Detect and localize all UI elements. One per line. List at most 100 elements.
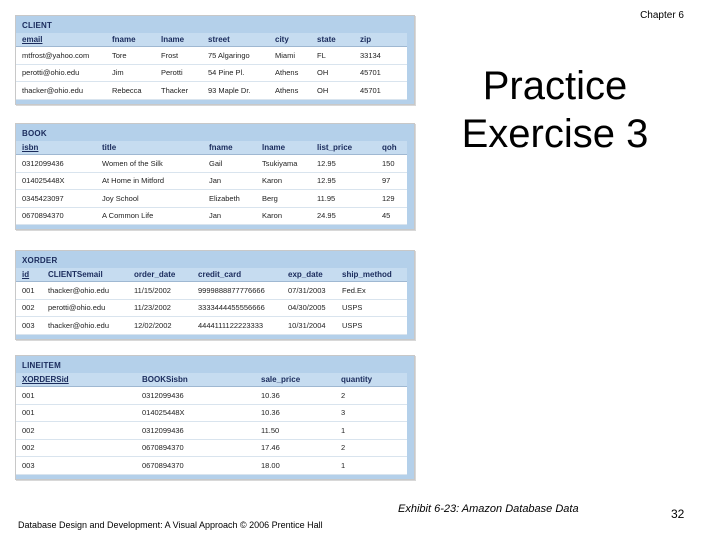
column-header: ship_method — [342, 270, 392, 279]
table-cell: 11/15/2002 — [134, 285, 171, 295]
table-row: 002 0312099436 11.50 1 — [16, 422, 407, 440]
column-header: state — [317, 35, 336, 44]
table-body: 0312099436 Women of the Silk Gail Tsukiyama… — [16, 155, 407, 225]
column-header: exp_date — [288, 270, 323, 279]
table-cell: Tore — [112, 50, 127, 60]
table-row: 0312099436 Women of the Silk Gail Tsukiyama… — [16, 155, 407, 173]
table-cell: 0312099436 — [142, 390, 184, 400]
column-header: quantity — [341, 375, 373, 384]
column-header: XORDERSid — [22, 375, 69, 384]
table-header: id CLIENTSemail order_date credit_card exp_d… — [16, 268, 407, 282]
table-cell: FL — [317, 50, 326, 60]
column-header: lname — [161, 35, 185, 44]
table-cell: Frost — [161, 50, 179, 60]
table-cell: 10.36 — [261, 390, 280, 400]
table-row: 001 014025448X 10.36 3 — [16, 405, 407, 422]
table-cell: mtfrost@yahoo.com — [22, 50, 90, 60]
table-cell: 45701 — [360, 68, 381, 78]
table-cell: 002 — [22, 303, 35, 313]
table-row: 014025448X At Home in Mitford Jan Karon 12.9… — [16, 173, 407, 190]
table-cell: USPS — [342, 303, 363, 313]
table-cell: Athens — [275, 68, 299, 78]
table-cell: Athens — [275, 85, 299, 95]
table-cell: 0312099436 — [22, 158, 64, 168]
column-header: street — [208, 35, 230, 44]
table-cell: Karon — [262, 176, 283, 186]
table-cell: perotti@ohio.edu — [22, 68, 80, 78]
table-cell: 10/31/2004 — [288, 320, 326, 330]
table-cell: Jim — [112, 68, 124, 78]
table-cell: 3 — [341, 408, 346, 418]
table-cell: 11.95 — [317, 193, 336, 203]
column-header: fname — [112, 35, 136, 44]
client-table: CLIENT email fname lname street city state zip… — [15, 15, 415, 105]
table-row: 002 0670894370 17.46 2 — [16, 440, 407, 457]
table-cell: 75 Algaringo — [208, 50, 250, 60]
table-cell: Joy School — [102, 193, 139, 203]
table-cell: Fed.Ex — [342, 285, 366, 295]
slide-title-line1: Practice — [482, 64, 628, 108]
table-cell: Jan — [209, 176, 222, 186]
table-cell: thacker@ohio.edu — [48, 285, 109, 295]
table-cell: 014025448X — [22, 176, 65, 186]
table-cell: 11/23/2002 — [134, 303, 171, 313]
table-cell: 9999888877776666 — [198, 285, 265, 295]
table-cell: Women of the Silk — [102, 158, 163, 168]
table-cell: At Home in Mitford — [102, 176, 165, 186]
table-row: perotti@ohio.edu Jim Perotti 54 Pine Pl. Ath… — [16, 65, 407, 82]
table-cell: 150 — [382, 158, 395, 168]
column-header: isbn — [22, 143, 39, 152]
slide-title-line2: Exercise 3 — [461, 112, 649, 156]
table-row: 0345423097 Joy School Elizabeth Berg 11.95 12… — [16, 190, 407, 208]
table-cell: 97 — [382, 176, 391, 186]
table-cell: 1 — [341, 425, 346, 435]
table-cell: Berg — [262, 193, 278, 203]
table-cell: 04/30/2005 — [288, 303, 326, 313]
column-header: credit_card — [198, 270, 242, 279]
table-cell: 0670894370 — [142, 460, 184, 470]
column-header: email — [22, 35, 43, 44]
column-header: CLIENTSemail — [48, 270, 103, 279]
column-header: city — [275, 35, 289, 44]
table-cell: Karon — [262, 211, 283, 221]
column-header: fname — [209, 143, 233, 152]
table-cell: thacker@ohio.edu — [48, 320, 109, 330]
table-cell: 54 Pine Pl. — [208, 68, 245, 78]
table-cell: 07/31/2003 — [288, 285, 326, 295]
table-cell: 002 — [22, 425, 35, 435]
table-row: 003 thacker@ohio.edu 12/02/2002 44441111222… — [16, 317, 407, 335]
table-cell: 45701 — [360, 85, 381, 95]
table-header: XORDERSid BOOKSisbn sale_price quantity — [16, 373, 407, 387]
column-header: order_date — [134, 270, 176, 279]
table-cell: Gail — [209, 158, 223, 168]
table-cell: 2 — [341, 390, 346, 400]
table-cell: 014025448X — [142, 408, 185, 418]
table-row: mtfrost@yahoo.com Tore Frost 75 Algaringo Mi… — [16, 47, 407, 65]
table-cell: 4444111122223333 — [198, 320, 264, 330]
table-cell: 003 — [22, 320, 35, 330]
table-cell: 45 — [382, 211, 391, 221]
table-cell: 11.50 — [261, 425, 280, 435]
table-cell: 001 — [22, 408, 35, 418]
table-cell: USPS — [342, 320, 363, 330]
table-cell: A Common Life — [102, 211, 154, 221]
column-header: title — [102, 143, 117, 152]
table-cell: Perotti — [161, 68, 183, 78]
table-cell: 24.95 — [317, 211, 336, 221]
book-table: BOOK isbn title fname lname list_price qoh 03… — [15, 123, 415, 230]
table-cell: 33134 — [360, 50, 381, 60]
xorder-table: XORDER id CLIENTSemail order_date credit_ca… — [15, 250, 415, 340]
table-name: XORDER — [22, 256, 58, 265]
table-row: 0670894370 A Common Life Jan Karon 24.95 45 — [16, 208, 407, 225]
column-header: id — [22, 270, 30, 279]
table-cell: 0670894370 — [22, 211, 64, 221]
table-cell: 001 — [22, 285, 35, 295]
column-header: list_price — [317, 143, 353, 152]
table-cell: 1 — [341, 460, 346, 470]
table-cell: 12/02/2002 — [134, 320, 172, 330]
table-cell: Rebecca — [112, 85, 142, 95]
table-row: 001 thacker@ohio.edu 11/15/2002 99998888777… — [16, 282, 407, 300]
table-cell: Thacker — [161, 85, 189, 95]
table-name: LINEITEM — [22, 361, 61, 370]
table-row: thacker@ohio.edu Rebecca Thacker 93 Maple D… — [16, 82, 407, 100]
